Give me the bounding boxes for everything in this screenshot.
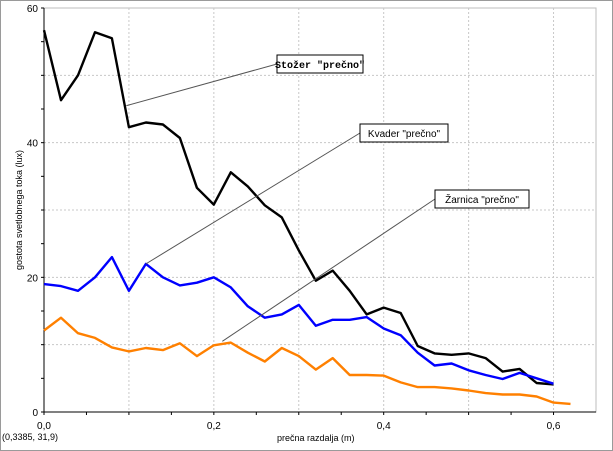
series-line-0[interactable] (42, 29, 554, 386)
annotation-leader (145, 132, 361, 265)
x-axis-label: prečna razdalja (m) (277, 433, 355, 443)
x-tick-label: 0,0 (37, 421, 51, 432)
annotation-label: Kvader "prečno" (368, 129, 441, 140)
annotation-label: Stožer "prečno" (275, 60, 365, 72)
y-tick-label: 20 (27, 273, 39, 284)
x-tick-label: 0,2 (207, 421, 221, 432)
annotation-label: Žarnica "prečno" (445, 193, 519, 206)
y-tick-label: 60 (27, 4, 39, 15)
x-tick-label: 0,4 (377, 421, 391, 432)
annotation-box[interactable] (359, 123, 449, 143)
x-tick-label: 0,6 (547, 421, 561, 432)
annotation-leader (126, 63, 278, 107)
y-tick-label: 0 (32, 408, 38, 419)
series-line-2[interactable] (43, 316, 571, 406)
cursor-coordinate-readout: (0,3385, 31,9) (2, 432, 59, 442)
series-line-1[interactable] (43, 255, 554, 385)
annotation-box[interactable] (434, 189, 530, 209)
annotation-box[interactable] (276, 54, 364, 74)
annotation-leader (222, 198, 436, 342)
y-axis-label: gostota svetlobnega toka (lux) (14, 150, 24, 270)
y-tick-label: 40 (27, 139, 39, 150)
